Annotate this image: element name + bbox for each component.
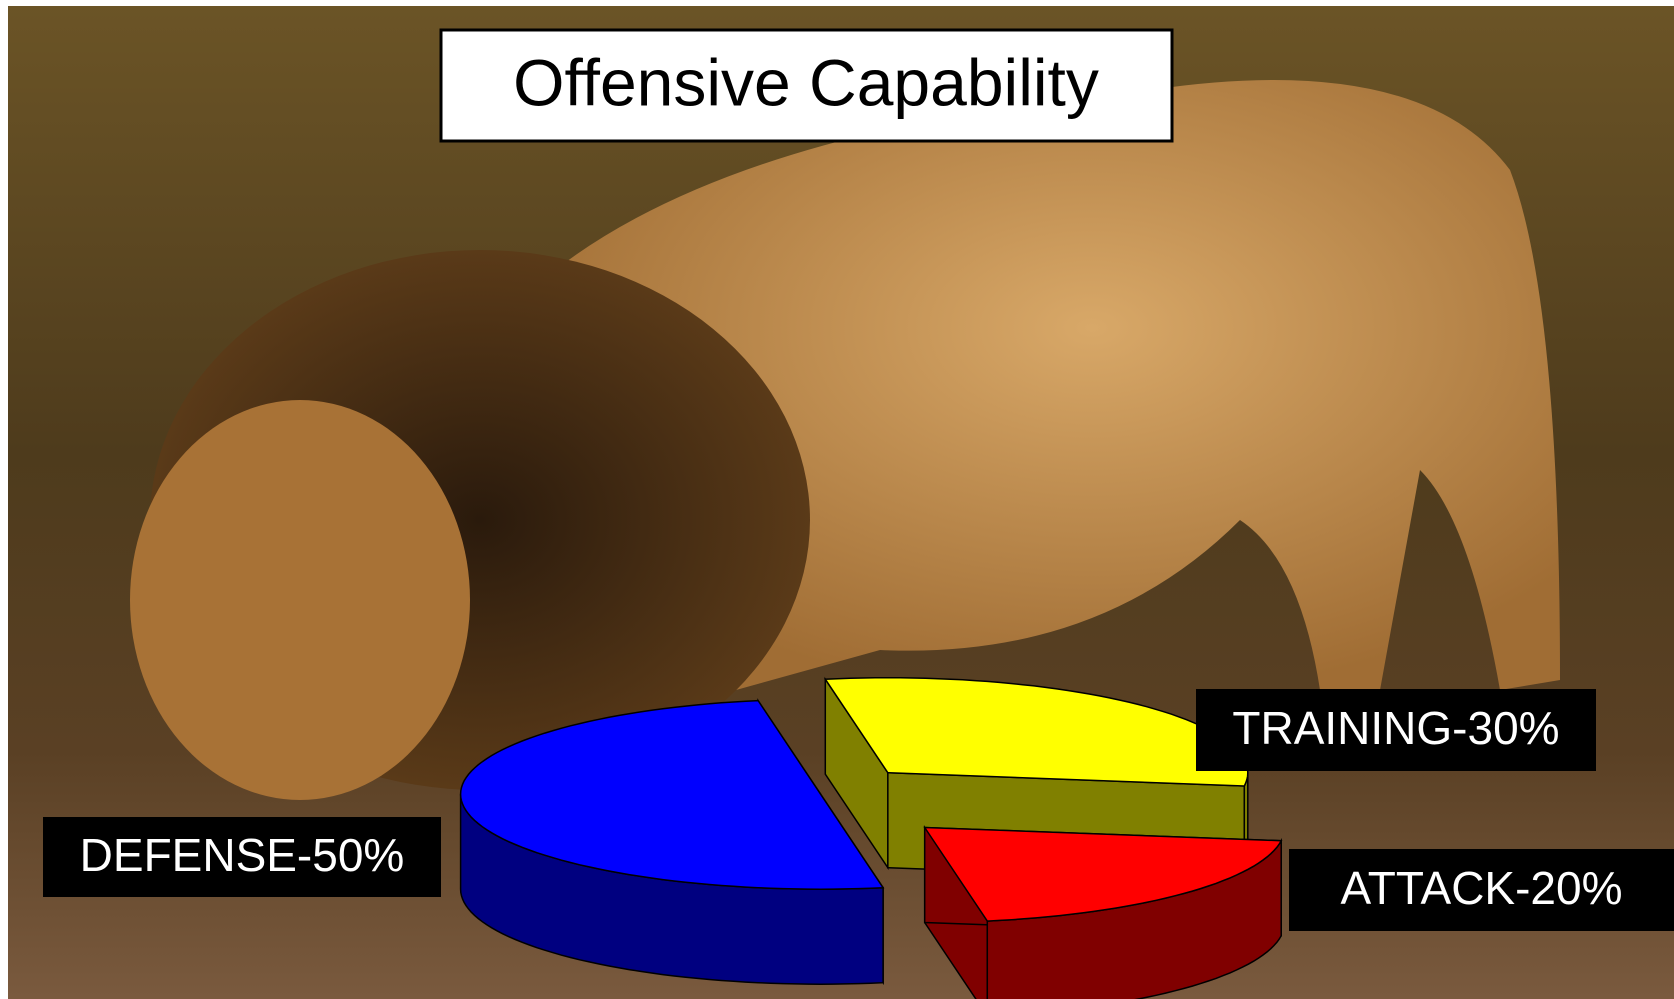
slide: Offensive Capability DEFENSE-50% ATTACK-2…	[0, 0, 1674, 999]
lion-head	[130, 400, 470, 800]
data-label: ATTACK-20%	[1340, 862, 1622, 914]
page: {"chart_data": {"type": "pie", "title": …	[0, 0, 1674, 999]
chart-title: Offensive Capability	[513, 45, 1099, 119]
data-label: TRAINING-30%	[1232, 702, 1559, 754]
data-label: DEFENSE-50%	[80, 829, 405, 881]
pie	[461, 678, 1282, 999]
